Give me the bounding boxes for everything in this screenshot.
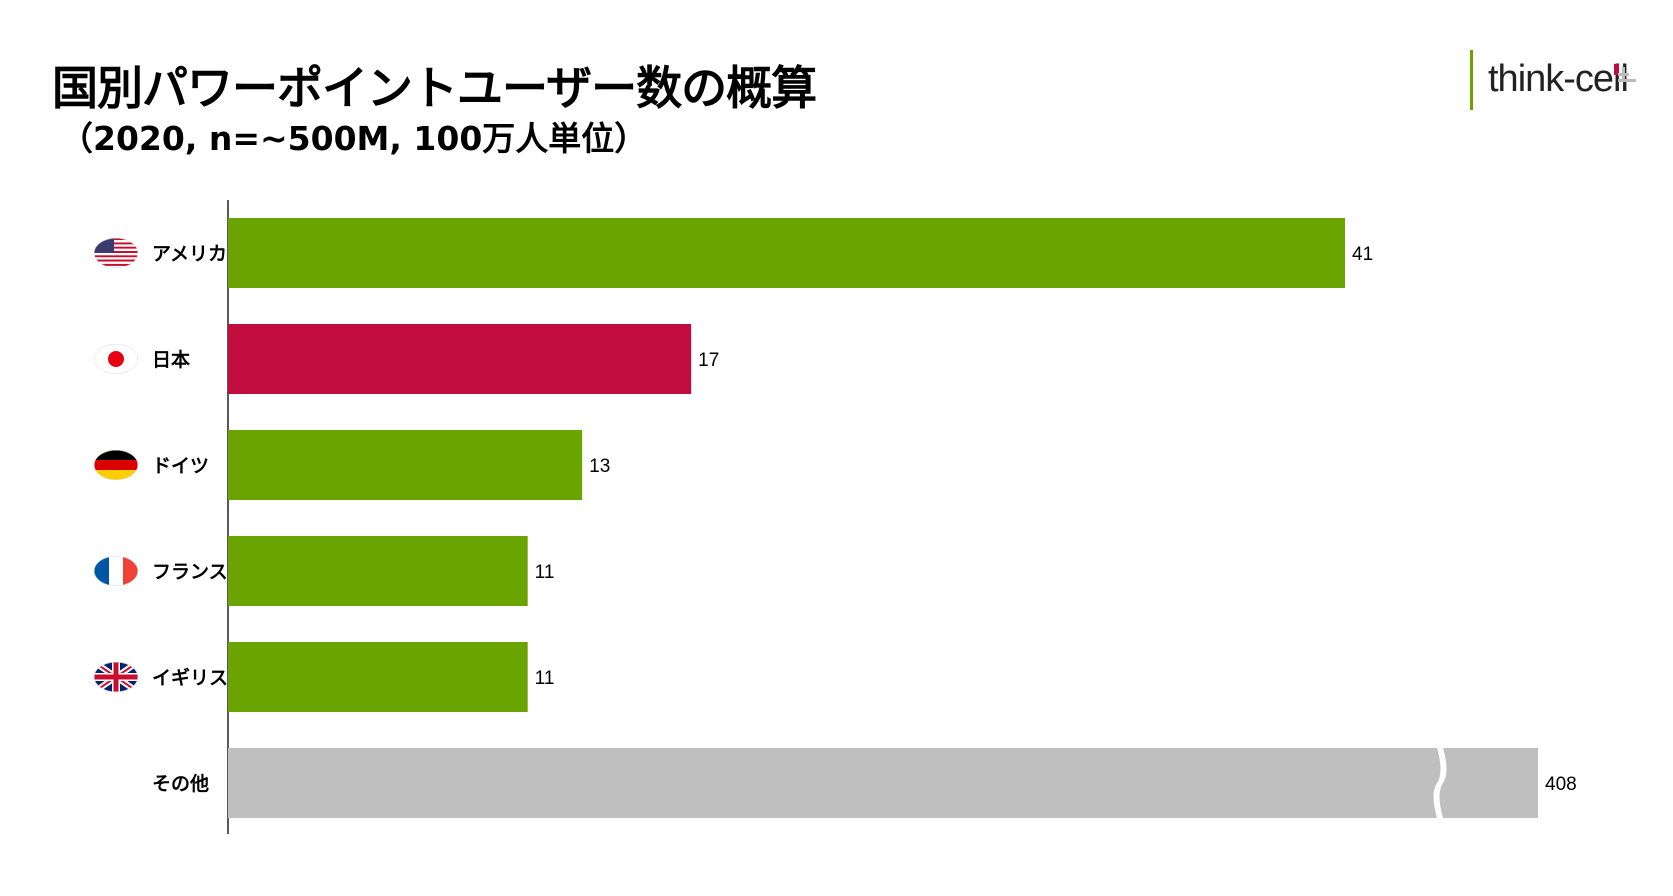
category-label: 日本 — [152, 348, 190, 371]
page-subtitle: （2020, n=~500M, 100万人単位） — [60, 119, 648, 158]
germany-flag-icon — [94, 450, 138, 480]
bar-other-segment-1 — [228, 748, 1441, 818]
category-label: ドイツ — [152, 455, 209, 477]
france-flag-icon — [94, 556, 138, 586]
category-label: アメリカ — [152, 243, 227, 265]
bar-1 — [228, 324, 692, 394]
bar-3 — [228, 536, 528, 606]
bar-other-segment-2 — [1439, 748, 1538, 818]
value-label: 11 — [535, 562, 555, 583]
value-label: 11 — [535, 668, 555, 689]
category-label: その他 — [152, 772, 209, 795]
value-label: 408 — [1545, 774, 1577, 795]
value-label: 17 — [698, 350, 719, 371]
us-flag-icon — [94, 238, 138, 268]
value-label: 41 — [1352, 244, 1373, 265]
category-label: イギリス — [152, 667, 228, 689]
value-label: 13 — [589, 456, 610, 477]
japan-flag-icon — [94, 344, 138, 374]
bar-4 — [228, 642, 528, 712]
page-title: 国別パワーポイントユーザー数の概算 — [52, 61, 817, 115]
category-label: フランス — [152, 561, 228, 583]
bar-0 — [228, 218, 1345, 288]
uk-flag-icon — [94, 662, 138, 692]
logo-mark-icon — [1614, 64, 1636, 82]
bar-2 — [228, 430, 583, 500]
logo-accent-bar — [1470, 50, 1473, 110]
logo-text: think-cell — [1488, 58, 1629, 100]
